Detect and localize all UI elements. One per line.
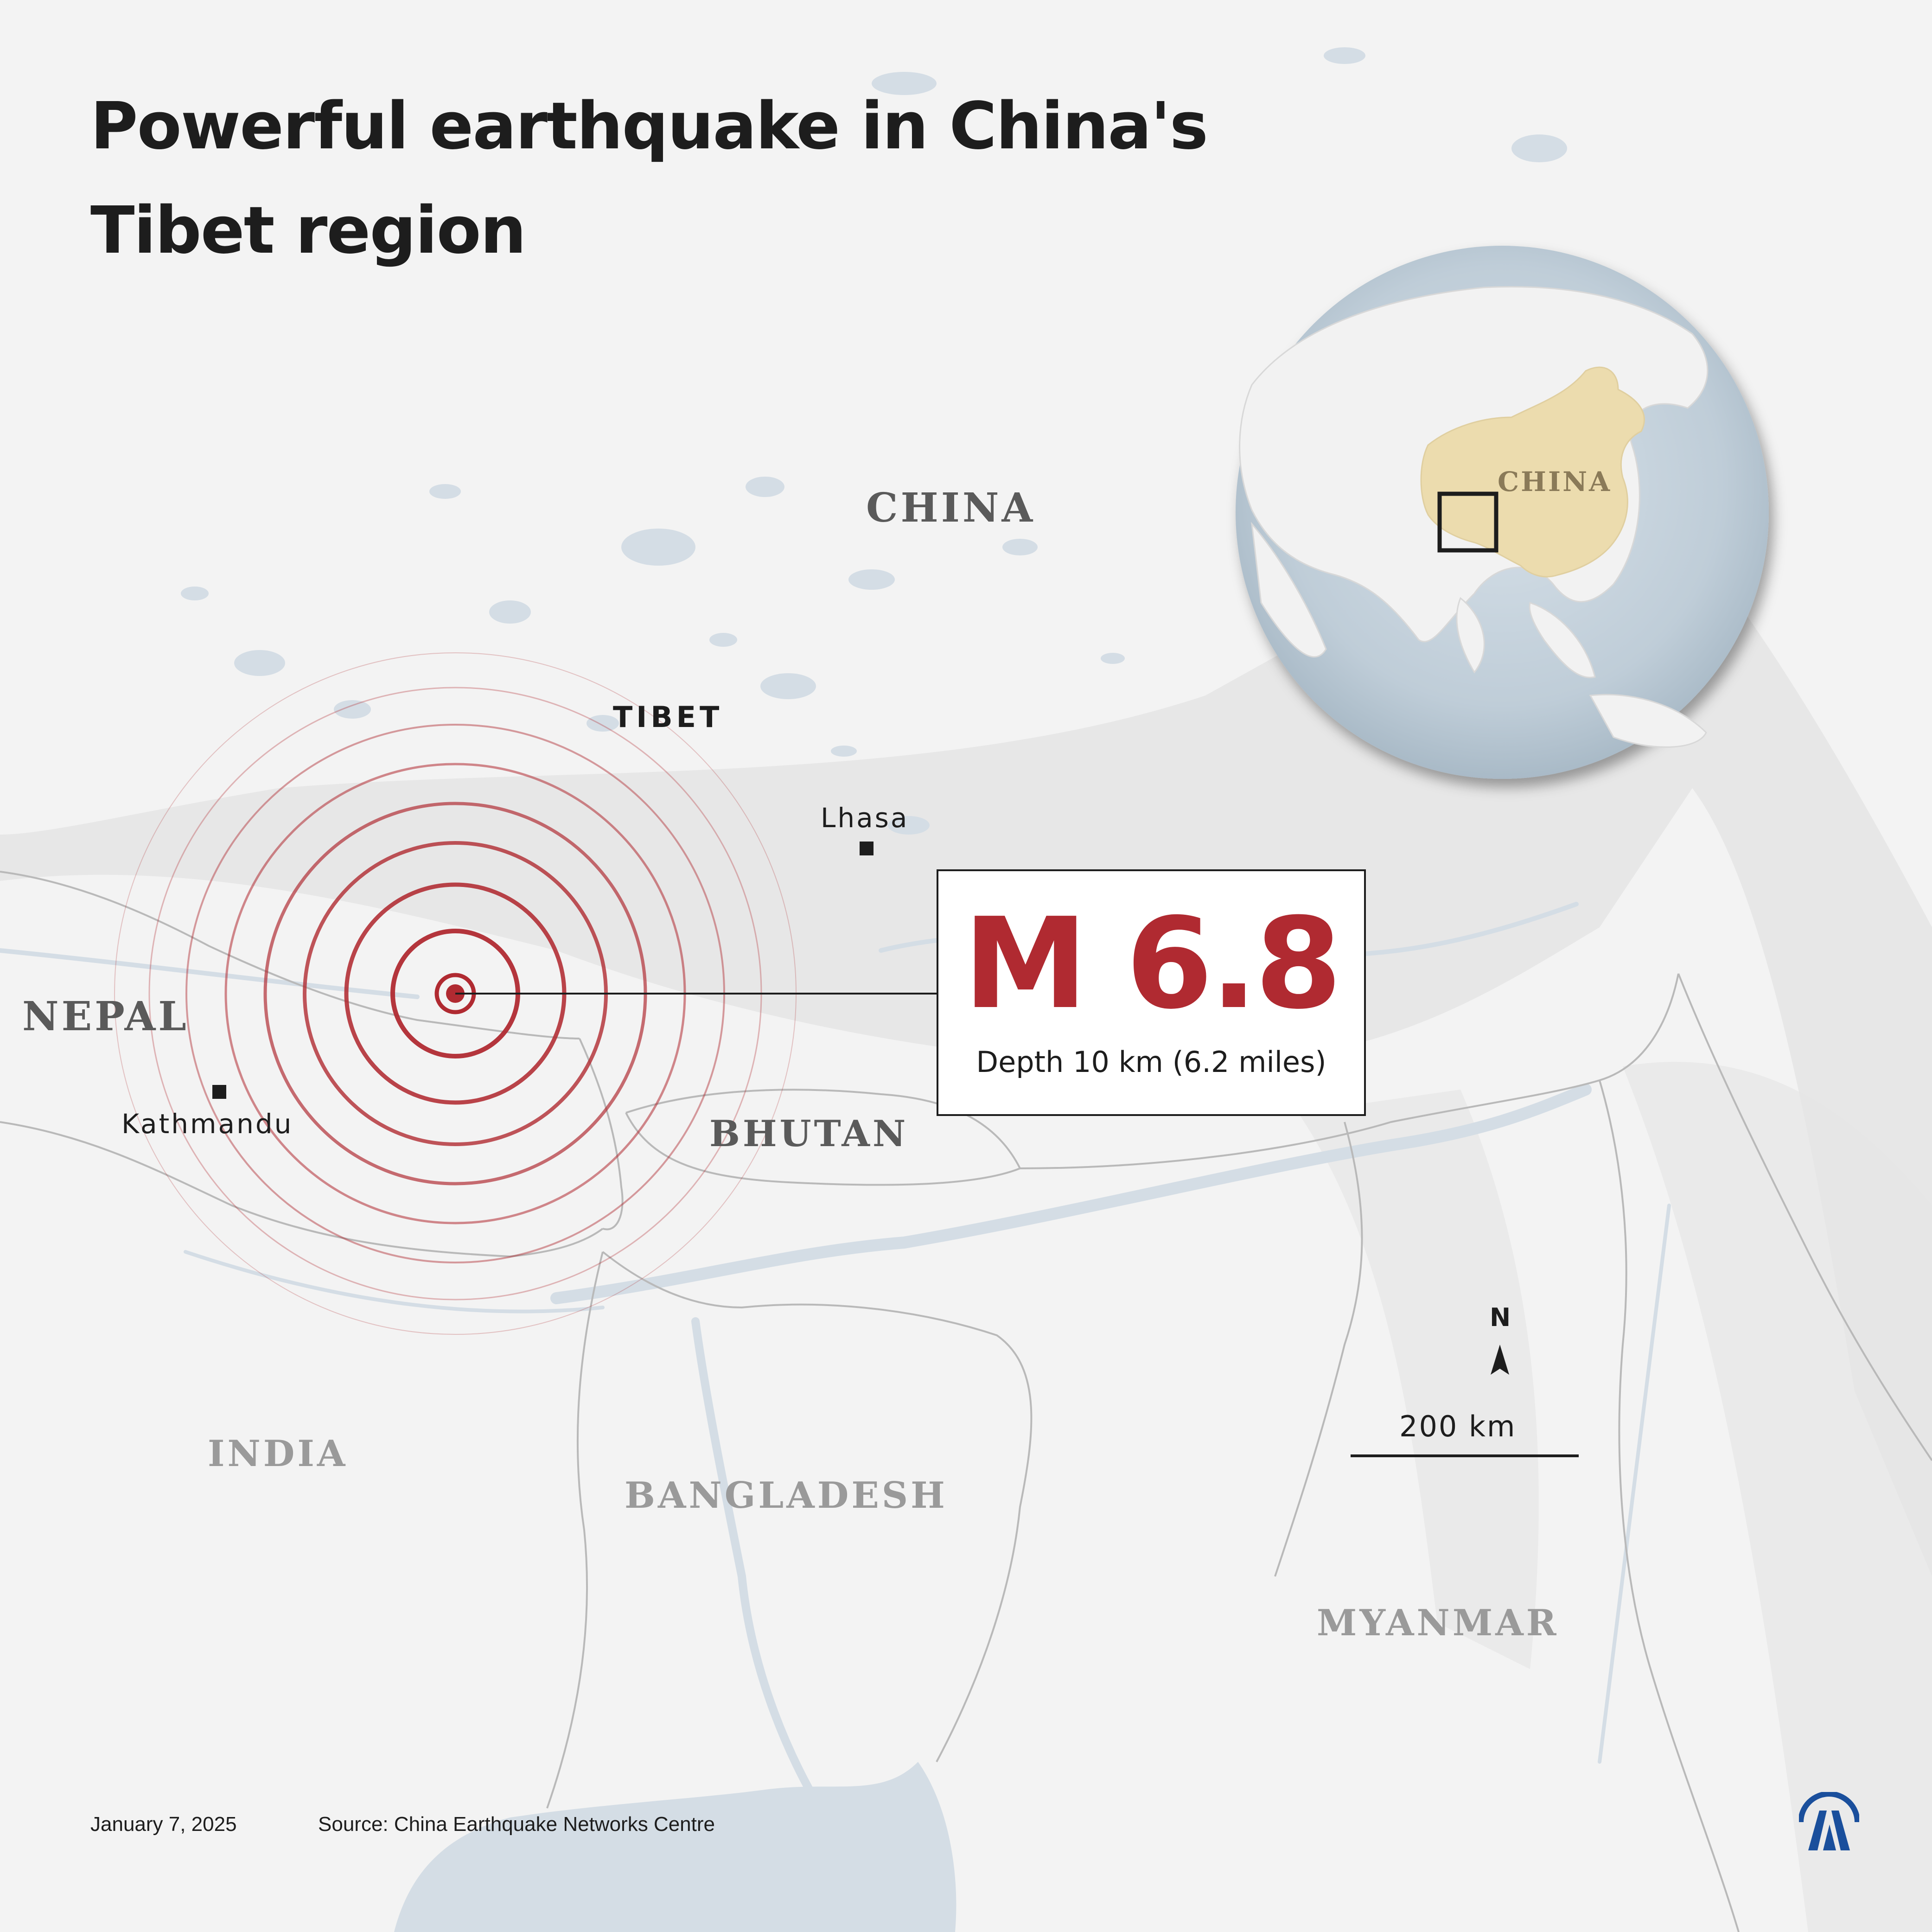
title-line-1: Powerful earthquake in China's [90,89,1208,164]
magnitude-callout: M 6.8 Depth 10 km (6.2 miles) [937,869,1366,1116]
magnitude-value: M 6.8 [963,891,1342,1037]
label-china: CHINA [866,485,1036,531]
globe-china [1420,366,1645,578]
north-arrow-icon [1491,1345,1509,1375]
title-line-2: Tibet region [90,193,526,268]
depth-text: Depth 10 km (6.2 miles) [938,1045,1364,1079]
bay-of-bengal [394,1762,956,1932]
footer-source: Source: China Earthquake Networks Centre [318,1813,715,1836]
mountain-texture-2 [1298,1090,1539,1669]
globe-locator-box [1437,491,1498,553]
globe-label-china: CHINA [1498,466,1612,497]
page-title: Powerful earthquake in China's Tibet reg… [90,74,1342,283]
label-nepal: NEPAL [22,993,189,1040]
label-bangladesh: BANGLADESH [625,1474,948,1517]
scale-label: 200 km [1399,1409,1517,1443]
label-tibet: TIBET [613,700,723,734]
footer-date: January 7, 2025 [90,1813,237,1836]
lakes [181,47,1567,938]
label-bhutan: BHUTAN [709,1113,909,1155]
city-marker-kathmandu [212,1085,226,1099]
city-label-kathmandu: Kathmandu [121,1108,293,1140]
aa-logo [1799,1792,1859,1850]
depth-label: Depth [976,1045,1064,1079]
mountain-texture-3 [1623,1062,1932,1932]
depth-value: 10 km (6.2 miles) [1072,1045,1326,1079]
label-myanmar: MYANMAR [1317,1602,1559,1644]
north-label: N [1490,1303,1511,1332]
label-india: INDIA [208,1433,348,1475]
city-marker-lhasa [860,842,874,855]
city-label-lhasa: Lhasa [821,802,909,834]
